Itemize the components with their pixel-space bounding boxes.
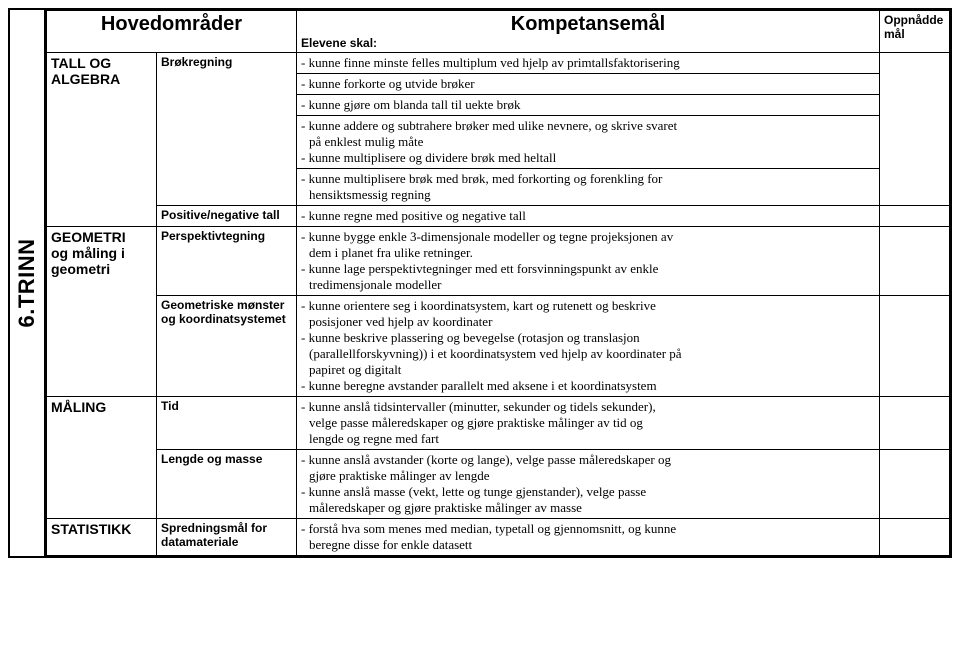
goal-text: - kunne beskrive plassering og bevegelse… xyxy=(301,330,640,345)
goal-text: - kunne bygge enkle 3-dimensjonale model… xyxy=(301,229,673,244)
table-row: Positive/negative tall - kunne regne med… xyxy=(47,206,950,227)
goal-text: på enklest mulig måte xyxy=(301,134,875,150)
goal-text: velge passe måleredskaper og gjøre prakt… xyxy=(301,415,875,431)
goal-text: - kunne anslå masse (vekt, lette og tung… xyxy=(301,484,646,499)
area-tall-algebra: TALL OG ALGEBRA xyxy=(47,53,157,227)
achieved-cell xyxy=(880,227,950,296)
achieved-cell xyxy=(880,397,950,450)
table-row: GEOMETRI og måling i geometri Perspektiv… xyxy=(47,227,950,296)
header-main-areas: Hovedområder xyxy=(47,11,297,53)
goal-text: - kunne multiplisere brøk med brøk, med … xyxy=(301,171,662,186)
grade-side-column: 6.TRINN xyxy=(10,10,46,556)
header-achieved: Oppnådde mål xyxy=(880,11,950,53)
goal-text: - kunne lage perspektivtegninger med ett… xyxy=(301,261,658,276)
area-maling: MÅLING xyxy=(47,397,157,519)
goal-cell: - kunne anslå tidsintervaller (minutter,… xyxy=(297,397,880,450)
goal-cell: - kunne finne minste felles multiplum ve… xyxy=(297,53,880,74)
topic-tid: Tid xyxy=(157,397,297,450)
goal-text: beregne disse for enkle datasett xyxy=(301,537,875,553)
topic-positive-negative: Positive/negative tall xyxy=(157,206,297,227)
header-goals-sublabel: Elevene skal: xyxy=(301,36,875,50)
goal-text: - kunne addere og subtrahere brøker med … xyxy=(301,118,677,133)
goal-cell: - kunne forkorte og utvide brøker xyxy=(297,74,880,95)
goal-text: posisjoner ved hjelp av koordinater xyxy=(301,314,875,330)
goal-cell: - kunne bygge enkle 3-dimensjonale model… xyxy=(297,227,880,296)
topic-perspektivtegning: Perspektivtegning xyxy=(157,227,297,296)
goal-text: tredimensjonale modeller xyxy=(301,277,875,293)
topic-geom-monster: Geometriske mønster og koordinatsystemet xyxy=(157,296,297,397)
table-row: TALL OG ALGEBRA Brøkregning - kunne finn… xyxy=(47,53,950,74)
achieved-cell xyxy=(880,53,950,206)
goal-cell: - kunne anslå avstander (korte og lange)… xyxy=(297,450,880,519)
table-wrapper: Hovedområder Kompetansemål Elevene skal:… xyxy=(46,10,950,556)
table-row: Geometriske mønster og koordinatsystemet… xyxy=(47,296,950,397)
goal-text: måleredskaper og gjøre praktiske målinge… xyxy=(301,500,875,516)
goal-text: (parallellforskyvning)) i et koordinatsy… xyxy=(301,346,875,362)
topic-lengde-masse: Lengde og masse xyxy=(157,450,297,519)
header-row: Hovedområder Kompetansemål Elevene skal:… xyxy=(47,11,950,53)
goal-text: - kunne orientere seg i koordinatsystem,… xyxy=(301,298,656,313)
goal-cell: - kunne addere og subtrahere brøker med … xyxy=(297,116,880,169)
achieved-cell xyxy=(880,296,950,397)
goal-text: - forstå hva som menes med median, typet… xyxy=(301,521,676,536)
goal-text: lengde og regne med fart xyxy=(301,431,875,447)
goal-cell: - kunne multiplisere brøk med brøk, med … xyxy=(297,169,880,206)
achieved-cell xyxy=(880,519,950,556)
goal-cell: - kunne orientere seg i koordinatsystem,… xyxy=(297,296,880,397)
goal-text: dem i planet fra ulike retninger. xyxy=(301,245,875,261)
goal-text: gjøre praktiske målinger av lengde xyxy=(301,468,875,484)
achieved-cell xyxy=(880,450,950,519)
goal-text: - kunne anslå avstander (korte og lange)… xyxy=(301,452,671,467)
topic-brokregning: Brøkregning xyxy=(157,53,297,206)
table-row: Lengde og masse - kunne anslå avstander … xyxy=(47,450,950,519)
grade-label: 6.TRINN xyxy=(14,238,40,327)
topic-spredningsmal: Spredningsmål for datamateriale xyxy=(157,519,297,556)
curriculum-table-page: 6.TRINN Hovedområder Kompetansemål Eleve… xyxy=(8,8,952,558)
table-row: MÅLING Tid - kunne anslå tidsintervaller… xyxy=(47,397,950,450)
area-statistikk: STATISTIKK xyxy=(47,519,157,556)
header-goals-cell: Kompetansemål Elevene skal: xyxy=(297,11,880,53)
goal-text: - kunne beregne avstander parallelt med … xyxy=(301,378,657,393)
goal-cell: - kunne regne med positive og negative t… xyxy=(297,206,880,227)
achieved-cell xyxy=(880,206,950,227)
table-row: STATISTIKK Spredningsmål for datamateria… xyxy=(47,519,950,556)
goal-cell: - kunne gjøre om blanda tall til uekte b… xyxy=(297,95,880,116)
goal-text: - kunne multiplisere og dividere brøk me… xyxy=(301,150,556,165)
curriculum-table: Hovedområder Kompetansemål Elevene skal:… xyxy=(46,10,950,556)
goal-cell: - forstå hva som menes med median, typet… xyxy=(297,519,880,556)
goal-text: hensiktsmessig regning xyxy=(301,187,875,203)
goal-text: - kunne anslå tidsintervaller (minutter,… xyxy=(301,399,656,414)
goal-text: papiret og digitalt xyxy=(301,362,875,378)
header-goals-title: Kompetansemål xyxy=(301,13,875,36)
area-geometri: GEOMETRI og måling i geometri xyxy=(47,227,157,397)
